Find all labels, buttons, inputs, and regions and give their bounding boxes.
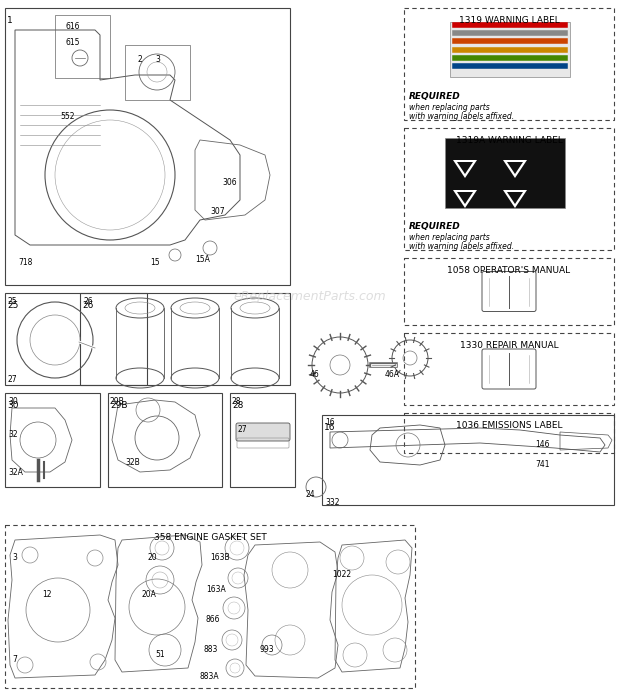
Text: eReplacementParts.com: eReplacementParts.com xyxy=(234,290,386,303)
Text: 16: 16 xyxy=(325,418,335,427)
Text: 552: 552 xyxy=(60,112,74,121)
Bar xyxy=(55,15,110,78)
Bar xyxy=(404,258,614,325)
Bar xyxy=(125,45,190,100)
Text: 163A: 163A xyxy=(206,585,226,594)
Text: 358 ENGINE GASKET SET: 358 ENGINE GASKET SET xyxy=(154,533,267,542)
Bar xyxy=(5,8,290,285)
Text: 993: 993 xyxy=(260,645,275,654)
Polygon shape xyxy=(457,162,473,174)
Text: 28: 28 xyxy=(232,397,242,406)
Text: 30: 30 xyxy=(8,397,18,406)
Text: 32: 32 xyxy=(8,430,17,439)
Text: 1319A WARNING LABEL: 1319A WARNING LABEL xyxy=(456,136,562,145)
Text: 51: 51 xyxy=(155,650,165,659)
Text: 3: 3 xyxy=(12,553,17,562)
Text: 146: 146 xyxy=(535,440,549,449)
Text: 1: 1 xyxy=(7,16,13,25)
Bar xyxy=(322,415,614,505)
Text: 883A: 883A xyxy=(200,672,219,681)
Text: 1022: 1022 xyxy=(332,570,351,579)
Polygon shape xyxy=(503,190,527,208)
Text: 24: 24 xyxy=(305,490,314,499)
Text: 1330 REPAIR MANUAL: 1330 REPAIR MANUAL xyxy=(459,341,559,350)
Bar xyxy=(445,138,565,208)
Polygon shape xyxy=(457,192,473,204)
Bar xyxy=(404,128,614,250)
Text: 26: 26 xyxy=(84,297,94,306)
Text: 25: 25 xyxy=(7,301,19,310)
FancyBboxPatch shape xyxy=(236,423,290,441)
Text: when replacing parts: when replacing parts xyxy=(409,103,490,112)
Polygon shape xyxy=(453,190,477,208)
Polygon shape xyxy=(507,162,523,174)
Polygon shape xyxy=(453,160,477,178)
Text: 26: 26 xyxy=(82,301,94,310)
Text: 15A: 15A xyxy=(195,255,210,264)
Text: 15: 15 xyxy=(150,258,159,267)
Text: 20: 20 xyxy=(148,553,157,562)
Text: 12: 12 xyxy=(42,590,51,599)
Text: 20A: 20A xyxy=(142,590,157,599)
Text: 1036 EMISSIONS LABEL: 1036 EMISSIONS LABEL xyxy=(456,421,562,430)
Text: 741: 741 xyxy=(535,460,549,469)
Text: 29B: 29B xyxy=(110,397,125,406)
Text: 46: 46 xyxy=(310,370,320,379)
Text: 866: 866 xyxy=(206,615,221,624)
Bar xyxy=(80,293,290,385)
Text: 718: 718 xyxy=(18,258,32,267)
Bar xyxy=(404,413,614,453)
Text: 46A: 46A xyxy=(385,370,400,379)
Text: with warning labels affixed.: with warning labels affixed. xyxy=(409,242,514,251)
Text: 2: 2 xyxy=(138,55,143,64)
Bar xyxy=(5,293,147,385)
Text: 615: 615 xyxy=(65,38,79,47)
Text: 307: 307 xyxy=(210,207,224,216)
Text: 7: 7 xyxy=(12,655,17,664)
Text: 883: 883 xyxy=(204,645,218,654)
Bar xyxy=(230,393,295,487)
Text: REQUIRED: REQUIRED xyxy=(409,222,461,231)
Bar xyxy=(5,525,415,688)
Text: 1319 WARNING LABEL: 1319 WARNING LABEL xyxy=(459,16,559,25)
Text: 32A: 32A xyxy=(8,468,23,477)
Text: 29B: 29B xyxy=(110,401,128,410)
Text: 32B: 32B xyxy=(125,458,140,467)
Bar xyxy=(450,22,570,77)
Bar xyxy=(5,393,100,487)
Polygon shape xyxy=(503,160,527,178)
Text: 16: 16 xyxy=(324,423,335,432)
Text: 616: 616 xyxy=(65,22,79,31)
Text: 28: 28 xyxy=(232,401,244,410)
Text: 163B: 163B xyxy=(210,553,229,562)
Text: 27: 27 xyxy=(238,425,247,434)
Text: REQUIRED: REQUIRED xyxy=(409,92,461,101)
Text: 1058 OPERATOR'S MANUAL: 1058 OPERATOR'S MANUAL xyxy=(448,266,570,275)
Bar xyxy=(404,333,614,405)
Text: 332: 332 xyxy=(325,498,340,507)
Text: 27: 27 xyxy=(8,375,17,384)
Text: when replacing parts: when replacing parts xyxy=(409,233,490,242)
Text: 306: 306 xyxy=(222,178,237,187)
Bar xyxy=(404,8,614,120)
Polygon shape xyxy=(507,192,523,204)
Text: 25: 25 xyxy=(8,297,17,306)
Text: 30: 30 xyxy=(7,401,19,410)
Bar xyxy=(108,393,222,487)
Text: with warning labels affixed.: with warning labels affixed. xyxy=(409,112,514,121)
Text: 3: 3 xyxy=(155,55,160,64)
